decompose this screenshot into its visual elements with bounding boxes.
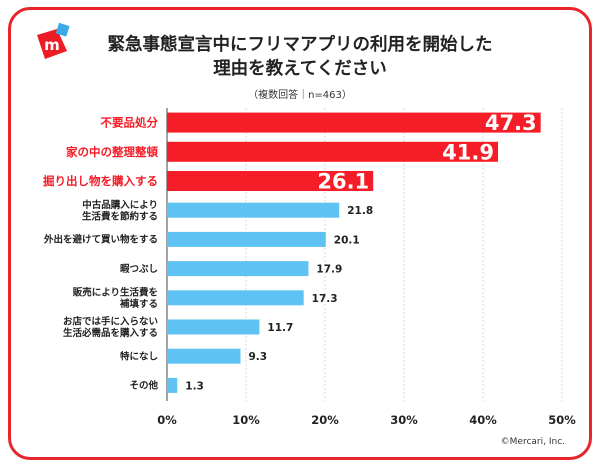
bar bbox=[167, 112, 541, 133]
data-label: 41.9 bbox=[442, 140, 494, 164]
bar bbox=[167, 261, 309, 277]
copyright-text: ©Mercari, Inc. bbox=[500, 437, 565, 447]
category-label: 暇つぶし bbox=[120, 264, 158, 275]
bar bbox=[167, 231, 326, 247]
x-tick-label: 20% bbox=[311, 413, 339, 427]
x-tick-label: 30% bbox=[390, 413, 418, 427]
category-label: その他 bbox=[129, 380, 158, 392]
x-tick-label: 0% bbox=[157, 413, 177, 427]
bar bbox=[167, 290, 304, 306]
category-label: 家の中の整理整頓 bbox=[66, 145, 158, 159]
x-tick-label: 10% bbox=[232, 413, 260, 427]
bar bbox=[167, 377, 178, 393]
data-label: 47.3 bbox=[485, 111, 537, 135]
category-label: 特になし bbox=[120, 351, 158, 363]
category-label: 販売により生活費を bbox=[73, 286, 158, 298]
bar bbox=[167, 202, 340, 218]
category-label: お店では手に入らない bbox=[63, 316, 158, 328]
svg-text:m: m bbox=[44, 36, 60, 54]
bar bbox=[167, 171, 374, 191]
data-label: 1.3 bbox=[185, 380, 204, 392]
category-label: 補填する bbox=[119, 298, 158, 310]
page-title-line-2: 理由を教えてください bbox=[213, 59, 387, 79]
data-label: 26.1 bbox=[317, 170, 369, 194]
category-label: 不要品処分 bbox=[101, 116, 159, 130]
category-label: 外出を避けて買い物をする bbox=[43, 234, 158, 246]
category-label: 生活費を節約する bbox=[82, 210, 158, 222]
data-label: 11.7 bbox=[267, 322, 293, 334]
x-tick-label: 50% bbox=[548, 413, 576, 427]
data-label: 21.8 bbox=[347, 205, 373, 217]
x-tick-label: 40% bbox=[469, 413, 497, 427]
category-label: 生活必需品を購入する bbox=[63, 327, 158, 339]
category-label: 掘り出し物を購入する bbox=[43, 174, 158, 188]
chart-subtitle: （複数回答｜n=463） bbox=[248, 90, 352, 101]
mercari-logo-icon: m bbox=[37, 22, 70, 59]
category-label: 中古品購入により bbox=[82, 199, 158, 211]
data-label: 17.3 bbox=[312, 293, 338, 305]
data-label: 9.3 bbox=[248, 351, 267, 363]
data-label: 20.1 bbox=[334, 234, 360, 246]
page-title-line-1: 緊急事態宣言中にフリマアプリの利用を開始した bbox=[107, 35, 493, 55]
bar bbox=[167, 348, 241, 364]
bar bbox=[167, 141, 499, 162]
data-label: 17.9 bbox=[316, 264, 342, 276]
bar bbox=[167, 319, 260, 335]
